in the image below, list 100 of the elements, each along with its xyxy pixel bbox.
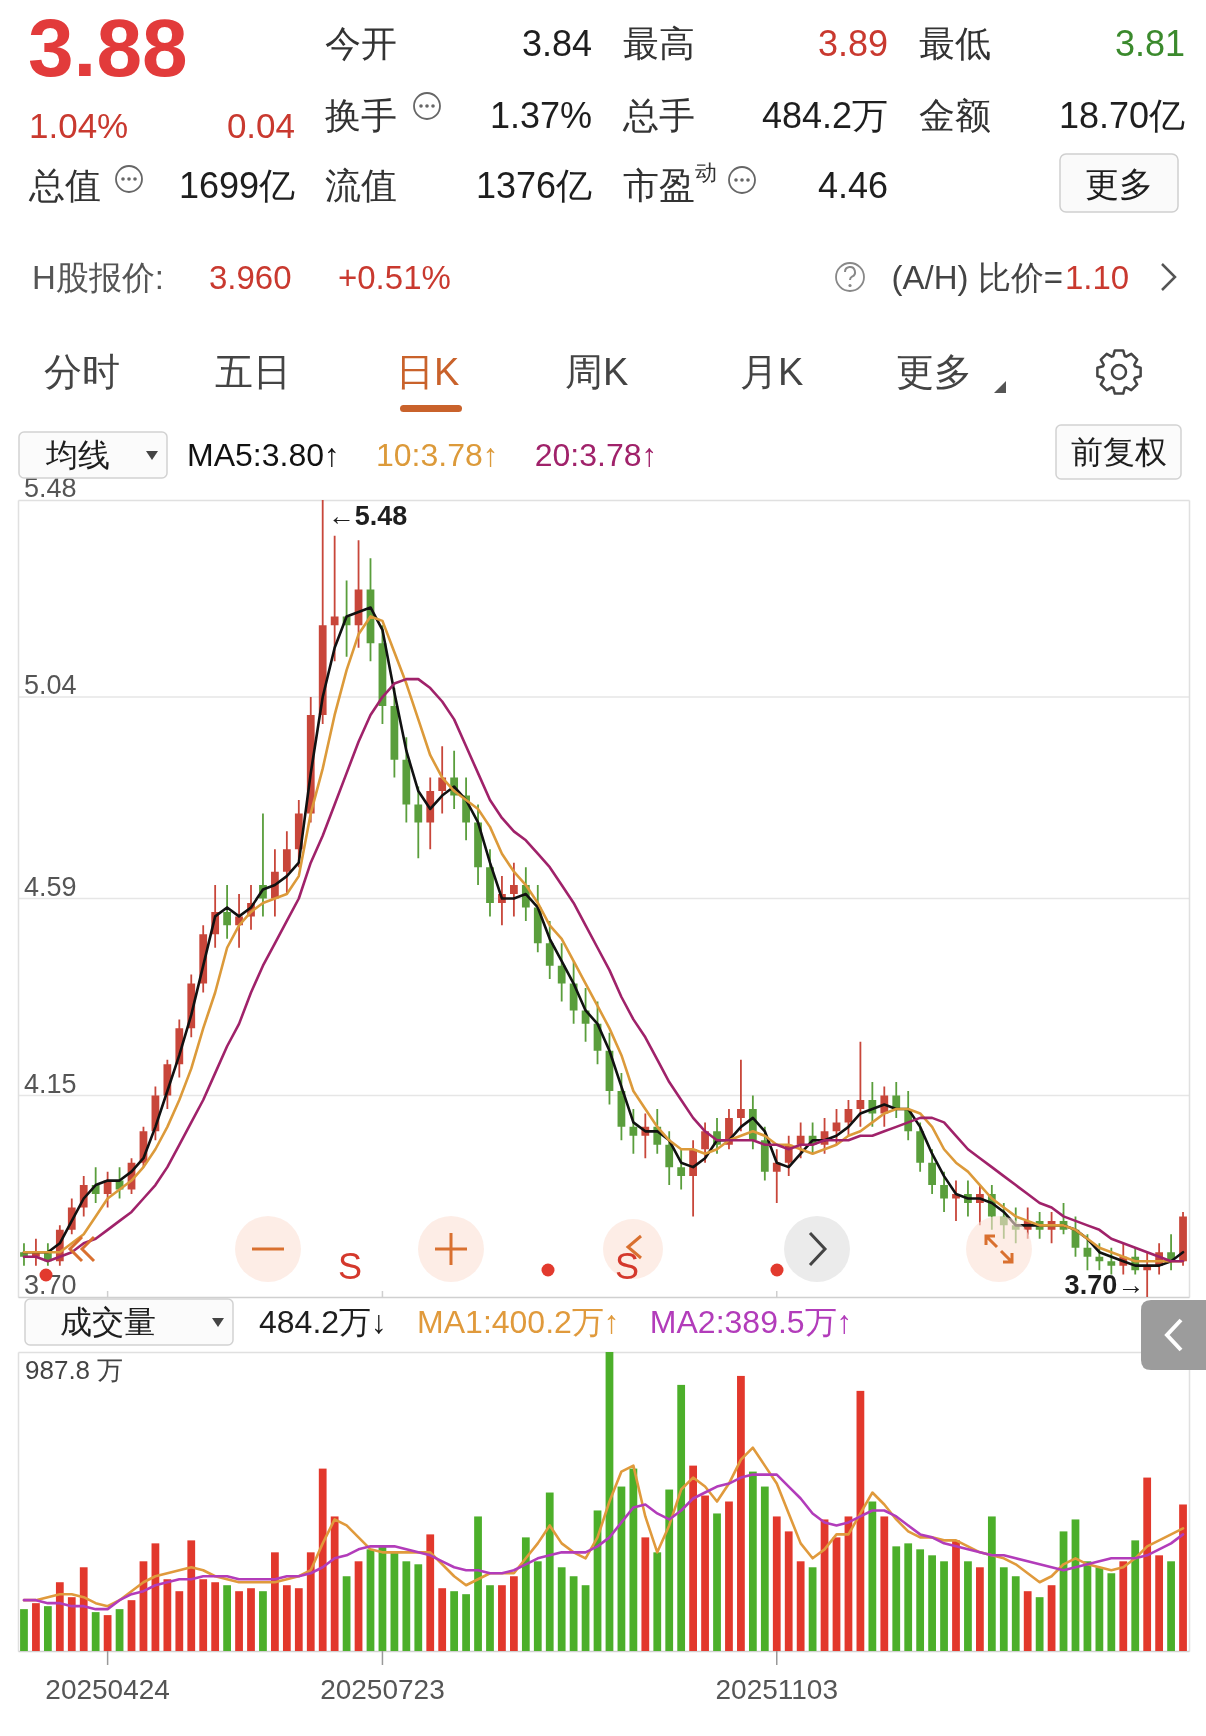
x-tick-label: 20251103	[715, 1673, 839, 1705]
bar	[784, 1531, 793, 1651]
bar	[629, 1468, 638, 1651]
bar	[940, 1561, 948, 1651]
bar	[163, 1579, 172, 1651]
bar	[964, 1561, 972, 1651]
text: 20:3.78↑	[534, 437, 658, 473]
bar	[330, 1516, 339, 1651]
bar	[557, 1567, 566, 1651]
bar	[892, 1546, 901, 1651]
text: 3.88	[28, 1, 188, 93]
text: 总值	[28, 164, 101, 206]
bar	[772, 1516, 781, 1651]
text: 3.81	[1114, 22, 1185, 64]
bar	[1179, 1504, 1187, 1651]
bar	[701, 1495, 709, 1651]
text: 1.37%	[489, 94, 592, 136]
bar	[318, 1468, 327, 1651]
text: 前复权	[1070, 434, 1167, 470]
text: 分时	[44, 351, 120, 393]
bar	[235, 1591, 243, 1651]
text: 更多	[1085, 165, 1153, 203]
bar	[1095, 1567, 1104, 1651]
bar	[67, 1597, 76, 1651]
legend-title: 均线	[45, 437, 110, 473]
bar	[271, 1552, 279, 1651]
bar	[1107, 1573, 1116, 1651]
text: 10:3.78↑	[375, 437, 499, 473]
text: (A/H) 比价=	[891, 258, 1063, 296]
bar	[796, 1561, 805, 1651]
bar	[32, 1603, 40, 1651]
bar	[581, 1585, 590, 1651]
bar	[569, 1576, 578, 1651]
y-tick-label: 4.59	[24, 871, 77, 902]
text: 最低	[919, 22, 991, 64]
bar	[545, 1492, 554, 1651]
text: 市盈$^{动}$	[623, 160, 717, 206]
bar	[426, 1534, 435, 1651]
text: 更多	[896, 351, 972, 393]
text: MA1:400.2万↑	[417, 1304, 620, 1340]
text: 流值	[325, 164, 397, 206]
bar	[1167, 1561, 1175, 1651]
bar	[79, 1567, 88, 1651]
bar	[880, 1516, 889, 1651]
bar	[55, 1582, 64, 1651]
text: 今开	[325, 22, 397, 64]
text: 最高	[623, 22, 695, 64]
text: +0.51%	[338, 258, 451, 296]
bar	[1011, 1576, 1020, 1651]
bar	[1035, 1597, 1044, 1651]
bar	[486, 1585, 494, 1651]
text: 周K	[565, 351, 629, 393]
bar	[354, 1561, 363, 1651]
x-tick-label: 20250723	[320, 1673, 445, 1705]
bar	[832, 1537, 841, 1651]
bar	[438, 1588, 447, 1651]
text: 换手	[325, 94, 397, 136]
bar	[1131, 1540, 1140, 1651]
bar	[976, 1567, 984, 1651]
bar	[43, 1606, 52, 1651]
bar	[103, 1615, 112, 1651]
bar	[1155, 1555, 1164, 1651]
bar	[928, 1555, 936, 1651]
text: 4.46	[817, 164, 888, 206]
bar	[402, 1561, 411, 1651]
bar	[223, 1585, 231, 1651]
text: 1.04%	[29, 105, 129, 145]
bar	[760, 1486, 769, 1651]
text: 484.2万	[761, 94, 888, 136]
bar	[1143, 1477, 1152, 1651]
bar	[916, 1549, 925, 1651]
bar	[533, 1561, 542, 1651]
bar	[641, 1537, 650, 1651]
bar	[462, 1594, 470, 1651]
y-tick-label: 4.15	[24, 1068, 77, 1099]
annotation: ←5.48	[327, 501, 408, 531]
bar	[20, 1609, 28, 1651]
bar	[952, 1540, 960, 1651]
text: 3.960	[209, 258, 292, 296]
bar	[342, 1576, 351, 1651]
bar	[689, 1465, 697, 1651]
bar	[414, 1564, 423, 1651]
bar	[294, 1588, 303, 1651]
legend-title: 成交量	[60, 1304, 156, 1340]
bar	[115, 1609, 124, 1651]
bar	[91, 1612, 100, 1651]
bar	[521, 1537, 530, 1651]
annotation: 3.70→	[1064, 1270, 1145, 1300]
bar	[282, 1585, 291, 1651]
bar	[1047, 1585, 1056, 1651]
annotation: S	[615, 1245, 640, 1287]
bar	[987, 1516, 996, 1651]
bar	[510, 1576, 518, 1651]
text: 日K	[396, 351, 460, 393]
text: H股报价:	[32, 258, 164, 296]
annotation: S	[338, 1245, 363, 1287]
y-tick-label: 5.48	[24, 473, 77, 503]
bar	[665, 1489, 674, 1651]
bar	[677, 1384, 686, 1651]
y-tick-label: 5.04	[24, 670, 77, 701]
